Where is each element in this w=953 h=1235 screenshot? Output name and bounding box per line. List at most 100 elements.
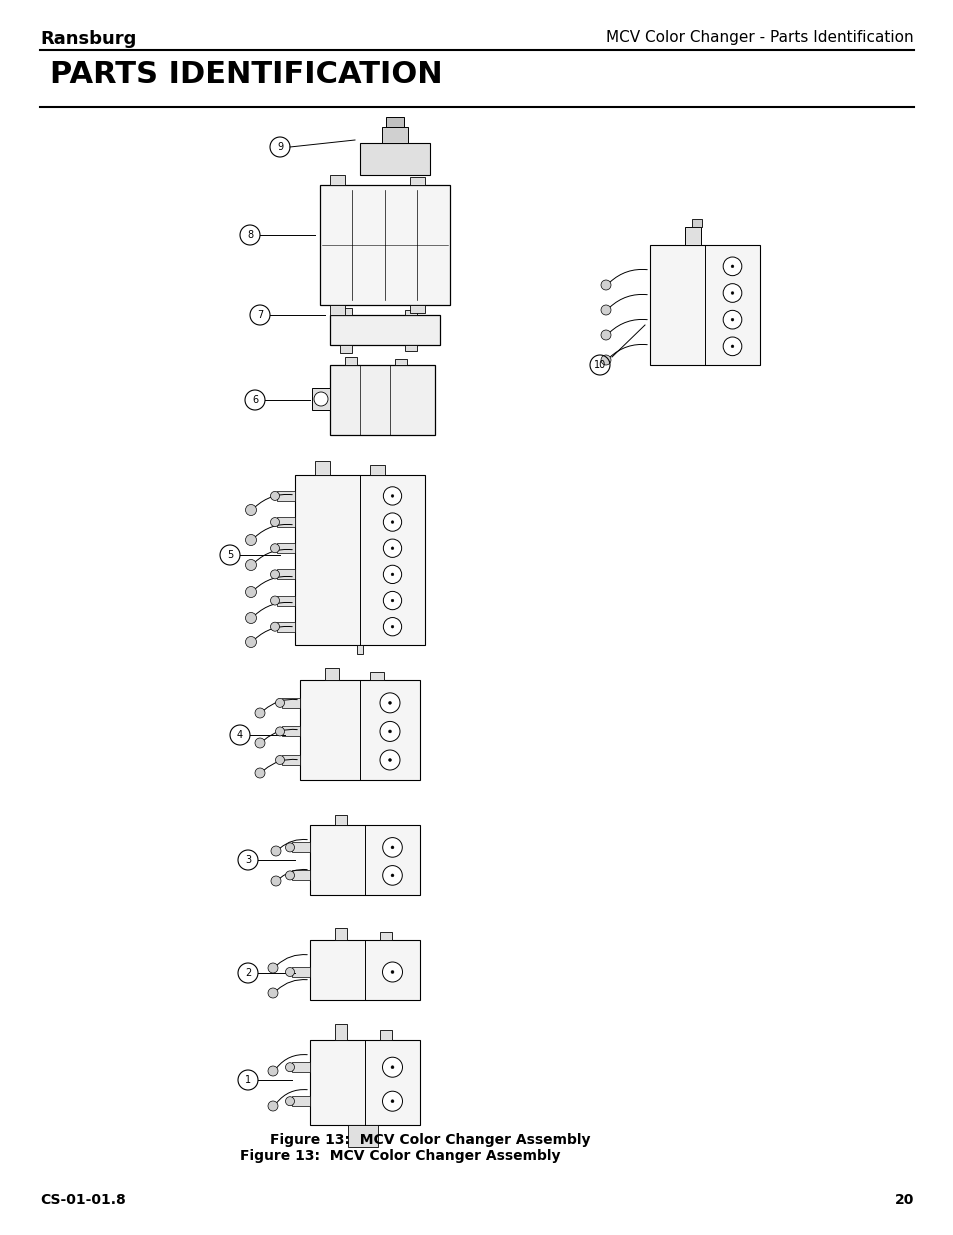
Circle shape [285,1062,294,1072]
Circle shape [314,391,328,406]
Bar [370,672,384,680]
Circle shape [391,573,394,576]
Text: 7: 7 [256,310,263,320]
Circle shape [275,756,284,764]
Circle shape [383,538,401,557]
Bar [330,315,439,345]
Circle shape [271,876,281,885]
Bar [410,177,424,185]
Circle shape [388,701,391,704]
Circle shape [391,874,394,877]
Bar [325,668,338,680]
Circle shape [285,871,294,879]
Circle shape [382,1092,402,1112]
Bar [310,825,419,895]
Circle shape [722,284,741,303]
Circle shape [379,750,399,769]
Bar [299,680,419,781]
Circle shape [285,967,294,977]
Bar [348,1125,377,1147]
Bar [292,1062,310,1072]
Circle shape [268,988,277,998]
Circle shape [379,721,399,741]
Circle shape [383,592,401,610]
Circle shape [254,768,265,778]
Bar [405,310,416,315]
Circle shape [382,962,402,982]
Circle shape [391,494,394,498]
Bar [345,357,356,366]
Circle shape [391,599,394,601]
Bar [649,245,760,366]
Circle shape [271,517,279,526]
Text: 8: 8 [247,230,253,240]
Text: Figure 13:  MCV Color Changer Assembly: Figure 13: MCV Color Changer Assembly [239,1149,559,1163]
Circle shape [271,597,279,605]
Circle shape [391,971,394,973]
Text: 10: 10 [594,359,605,370]
Bar [359,143,430,175]
Bar [276,492,294,501]
Circle shape [391,521,394,524]
Circle shape [271,543,279,553]
Circle shape [254,708,265,718]
Bar [282,755,299,764]
Bar [379,1030,392,1040]
Circle shape [391,846,394,848]
Circle shape [268,1100,277,1112]
Circle shape [730,291,733,294]
Bar [292,842,310,852]
Text: Figure 13:  MCV Color Changer Assembly: Figure 13: MCV Color Changer Assembly [270,1132,590,1147]
Circle shape [391,1099,394,1103]
Bar [395,359,407,366]
Circle shape [383,566,401,584]
Circle shape [245,587,256,598]
Circle shape [271,846,281,856]
Bar [330,305,345,315]
Bar [310,940,419,1000]
Bar [276,543,294,553]
Text: 9: 9 [276,142,283,152]
Bar [410,305,424,312]
Circle shape [271,622,279,631]
Bar [379,932,392,940]
Bar [282,726,299,736]
Bar [381,127,408,143]
Bar [310,1040,419,1125]
Circle shape [379,693,399,713]
Circle shape [600,354,610,366]
Circle shape [285,844,294,852]
Circle shape [245,559,256,571]
Text: CS-01-01.8: CS-01-01.8 [40,1193,126,1207]
Text: Ransburg: Ransburg [40,30,136,48]
Circle shape [382,837,402,857]
Bar [335,927,347,940]
Circle shape [391,1066,394,1068]
Circle shape [382,866,402,885]
Circle shape [730,319,733,321]
Bar [691,219,701,227]
Circle shape [383,487,401,505]
Circle shape [275,727,284,736]
Bar [386,117,403,127]
Circle shape [600,305,610,315]
Bar [282,698,299,708]
Bar [314,461,330,475]
Circle shape [271,492,279,500]
Circle shape [722,337,741,356]
Bar [292,1097,310,1107]
Text: PARTS IDENTIFICATION: PARTS IDENTIFICATION [50,61,442,89]
Circle shape [600,330,610,340]
Text: 5: 5 [227,550,233,559]
Text: 1: 1 [245,1074,251,1086]
Bar [339,308,352,315]
Circle shape [268,963,277,973]
Circle shape [600,280,610,290]
Circle shape [391,625,394,629]
Bar [335,1024,347,1040]
Bar [312,388,330,410]
Bar [319,185,450,305]
Circle shape [254,739,265,748]
Bar [684,227,700,245]
Circle shape [722,310,741,329]
